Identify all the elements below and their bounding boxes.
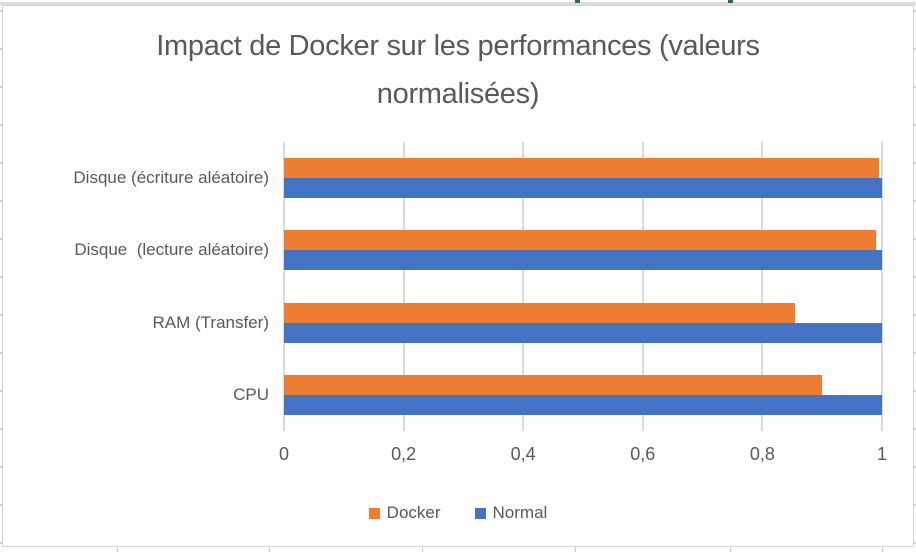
- legend: Docker Normal: [3, 503, 913, 523]
- plot-area: [283, 142, 883, 431]
- sheet-row-stubs-right: [914, 10, 916, 544]
- sheet-column-tick: [730, 547, 731, 552]
- category-label: Disque (lecture aléatoire): [74, 240, 269, 260]
- gridline: [402, 142, 405, 431]
- x-tick-label: 0,8: [749, 444, 775, 464]
- bar-normal[interactable]: [284, 178, 882, 199]
- bar-docker[interactable]: [284, 230, 877, 251]
- category-label: CPU: [233, 384, 269, 404]
- bar-pair: [284, 230, 882, 271]
- legend-label: Normal: [492, 503, 548, 522]
- bar-normal[interactable]: [284, 322, 882, 343]
- category-label: Disque (écriture aléatoire): [73, 168, 269, 188]
- sheet-column-tick: [575, 547, 576, 552]
- x-tick-label: 0,6: [630, 444, 656, 464]
- bar-normal[interactable]: [284, 394, 882, 415]
- sheet-gridline-top: [0, 2, 916, 5]
- x-tick-label: 0,2: [391, 444, 417, 464]
- legend-label: Docker: [386, 503, 441, 522]
- category-labels: Disque (écriture aléatoire) Disque (lectu…: [3, 142, 269, 431]
- bar-normal[interactable]: [284, 250, 882, 271]
- gridline: [881, 142, 883, 431]
- bar-group: [284, 359, 882, 431]
- sheet-row-stubs-left: [0, 10, 2, 544]
- bar-group: [284, 287, 882, 359]
- bar-docker[interactable]: [284, 158, 879, 179]
- sheet-green-mark: [728, 0, 733, 3]
- category-label: RAM (Transfer): [152, 312, 270, 332]
- bar-docker[interactable]: [284, 302, 796, 323]
- x-tick-label: 1: [876, 444, 888, 464]
- sheet-column-tick: [422, 547, 423, 552]
- gridline: [641, 142, 644, 431]
- bar-group: [284, 214, 882, 286]
- chart-title-line2: normalisées): [376, 78, 540, 110]
- legend-item-normal[interactable]: Normal: [474, 503, 548, 523]
- x-tick-label: 0: [278, 444, 290, 464]
- bar-docker[interactable]: [284, 374, 823, 395]
- x-tick-label: 0,4: [510, 444, 536, 464]
- gridline: [522, 142, 525, 431]
- chart-title-line1: Impact de Docker sur les performances (v…: [156, 30, 760, 62]
- bar-group: [284, 142, 882, 214]
- x-axis: 0 0,2 0,4 0,6 0,8 1: [279, 444, 887, 468]
- gridline: [761, 142, 764, 431]
- legend-swatch-docker: [368, 507, 380, 519]
- sheet-green-mark: [575, 0, 580, 3]
- bar-pair: [284, 302, 882, 343]
- legend-item-docker[interactable]: Docker: [368, 503, 441, 523]
- gridline: [283, 142, 285, 431]
- chart-frame[interactable]: Impact de Docker sur les performances (v…: [2, 5, 914, 547]
- bar-pair: [284, 158, 882, 199]
- sheet-column-tick: [269, 547, 270, 552]
- bar-pair: [284, 374, 882, 415]
- legend-swatch-normal: [474, 507, 486, 519]
- sheet-column-tick: [117, 547, 118, 552]
- sheet-column-tick: [882, 547, 883, 552]
- chart-title: Impact de Docker sur les performances (v…: [3, 22, 913, 118]
